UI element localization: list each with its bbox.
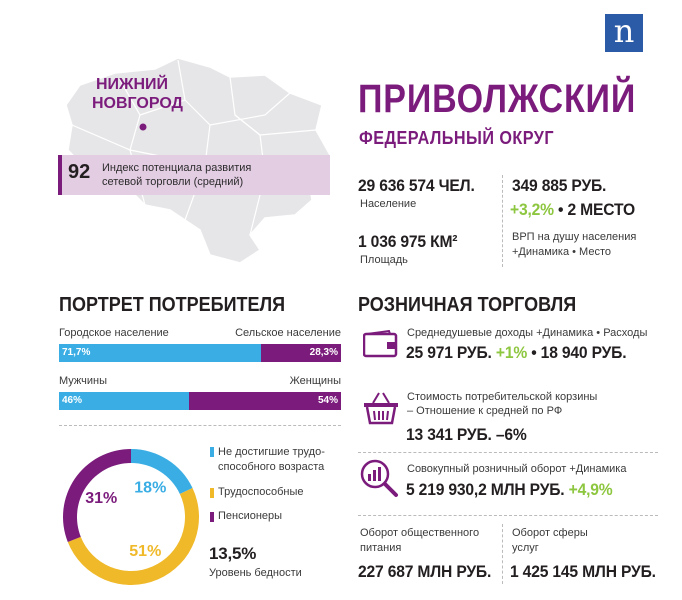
legend-swatch: [210, 512, 214, 522]
logo: n: [605, 14, 643, 52]
services-value: 1 425 145 МЛН РУБ.: [510, 562, 656, 581]
turnover-value: 5 219 930,2 МЛН РУБ.: [406, 480, 565, 499]
donut-label-working: 51%: [129, 543, 161, 560]
rural-label: Сельское население: [235, 327, 341, 339]
legend-swatch: [210, 447, 214, 457]
grp-place: 2 МЕСТО: [567, 200, 636, 219]
legend-swatch: [210, 488, 214, 498]
catering-value: 227 687 МЛН РУБ.: [358, 562, 492, 581]
donut-segment-working: [67, 488, 199, 585]
income-expenses: • 18 940 РУБ.: [527, 343, 627, 362]
grp-sep: •: [553, 200, 568, 219]
city-name: НИЖНИЙ НОВГОРОД: [92, 76, 183, 112]
gender-bar: 46% 54%: [59, 392, 341, 410]
legend-label: Не достигшие трудо- способного возраста: [218, 446, 325, 473]
income-value-line: 25 971 РУБ. +1% • 18 940 РУБ.: [406, 343, 627, 363]
index-text: Индекс потенциала развития сетевой торго…: [102, 162, 252, 188]
urban-label: Городское население: [59, 327, 169, 339]
page-subtitle: ФЕДЕРАЛЬНЫЙ ОКРУГ: [359, 128, 554, 148]
legend-label: Трудоспособные: [218, 486, 304, 498]
city-marker: [139, 123, 147, 131]
page-title: ПРИВОЛЖСКИЙ: [358, 77, 637, 121]
retail-title: РОЗНИЧНАЯ ТОРГОВЛЯ: [358, 294, 577, 316]
index-accent: [58, 155, 62, 195]
catering-label: Оборот общественного питания: [360, 527, 480, 554]
legend-label: Пенсионеры: [218, 510, 283, 522]
grp-label: ВРП на душу населения +Динамика • Место: [512, 231, 637, 258]
gender-bar-left: 46%: [59, 392, 189, 410]
basket-value: 13 341 РУБ. –6%: [406, 425, 527, 444]
income-value: 25 971 РУБ.: [406, 343, 492, 362]
urban-bar: 71,7% 28,3%: [59, 344, 341, 362]
urban-bar-left: 71,7%: [59, 344, 261, 362]
portrait-divider: [59, 425, 341, 426]
index-box: 92 Индекс потенциала развития сетевой то…: [58, 155, 330, 195]
grp-value: 349 885 РУБ.: [512, 176, 607, 195]
poverty-label: Уровень бедности: [209, 567, 302, 579]
women-label: Женщины: [289, 375, 341, 387]
men-label: Мужчины: [59, 375, 108, 387]
retail-divider-3: [502, 524, 503, 584]
chart-magnifier-icon: [360, 459, 398, 497]
donut-label-children: 18%: [134, 480, 166, 497]
stats-divider: [502, 175, 503, 267]
portrait-title: ПОРТРЕТ ПОТРЕБИТЕЛЯ: [59, 294, 286, 316]
donut-segment-pensioners: [62, 449, 131, 543]
turnover-value-line: 5 219 930,2 МЛН РУБ. +4,9%: [406, 480, 613, 500]
grp-change: +3,2%: [510, 200, 554, 219]
turnover-change: +4,9%: [568, 480, 613, 499]
retail-divider-1: [358, 452, 658, 453]
urban-bar-right: 28,3%: [261, 344, 341, 362]
area-label: Площадь: [360, 254, 408, 266]
income-change: +1%: [495, 343, 528, 362]
population-label: Население: [360, 198, 417, 210]
grp-change-line: +3,2% • 2 МЕСТО: [510, 200, 635, 220]
services-label: Оборот сферы услуг: [512, 527, 588, 554]
poverty-value: 13,5%: [209, 544, 257, 563]
area-value: 1 036 975 КМ²: [358, 232, 458, 251]
income-label: Среднедушевые доходы +Динамика • Расходы: [407, 327, 648, 339]
population-value: 29 636 574 ЧЕЛ.: [358, 176, 475, 195]
retail-divider-2: [358, 515, 658, 516]
index-value: 92: [68, 161, 91, 183]
donut-segment-children: [131, 449, 193, 495]
wallet-icon: [363, 330, 398, 358]
turnover-label: Совокупный розничный оборот +Динамика: [407, 463, 627, 475]
donut-label-pensioners: 31%: [85, 490, 117, 507]
basket-icon: [364, 392, 398, 425]
basket-label: Стоимость потребительской корзины – Отно…: [407, 391, 598, 417]
age-donut-chart: 18% 51% 31%: [62, 449, 199, 585]
logo-letter: n: [613, 12, 635, 50]
gender-bar-right: 54%: [189, 392, 341, 410]
